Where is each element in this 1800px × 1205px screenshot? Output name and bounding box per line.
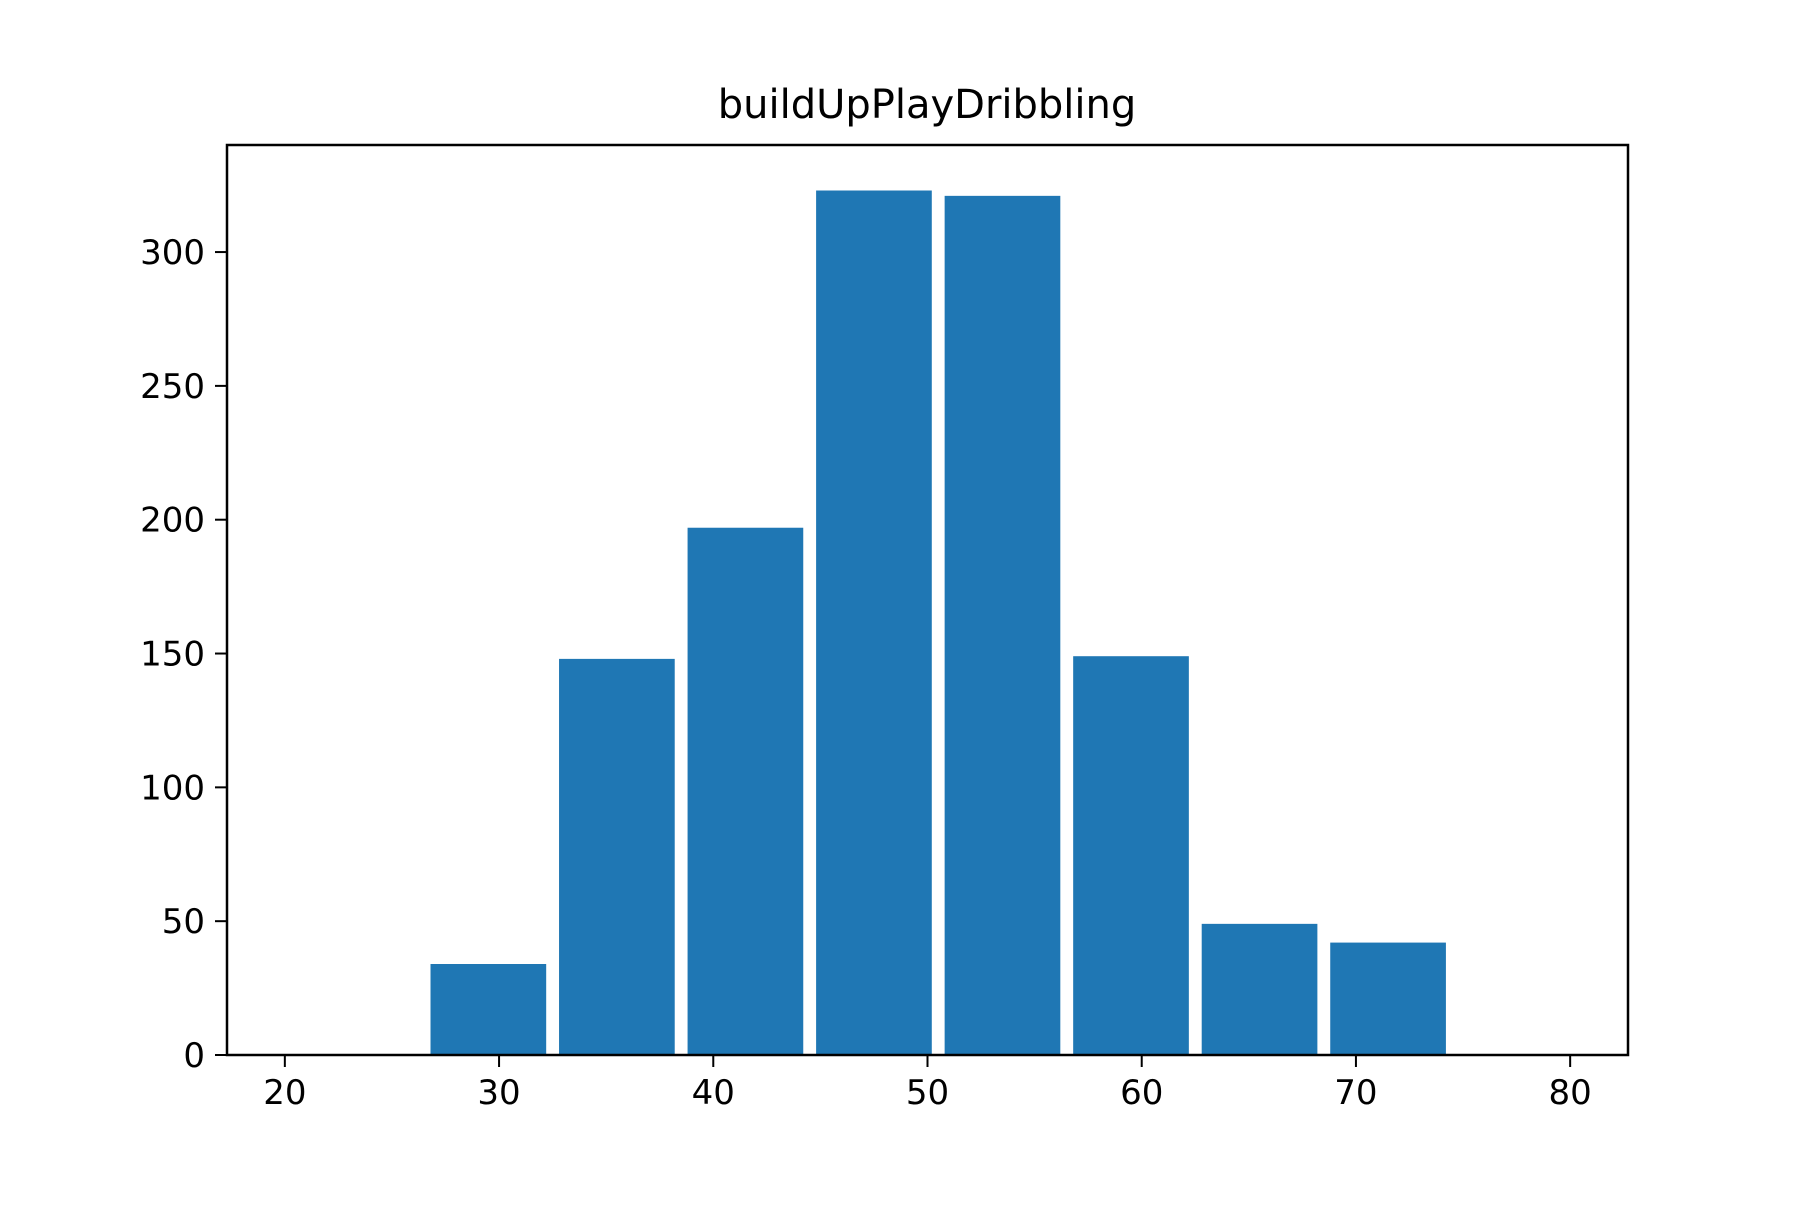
bar-2 [687,527,804,1055]
x-tick-label: 80 [1549,1073,1592,1113]
x-tick-label: 70 [1334,1073,1377,1113]
bar-1 [559,658,675,1055]
bars-group [430,190,1446,1056]
x-tick-label: 30 [477,1073,520,1113]
y-tick-label: 100 [140,768,205,808]
bar-3 [816,190,932,1055]
x-axis: 20 30 40 50 60 70 80 [263,1055,1592,1113]
x-tick-label: 50 [906,1073,949,1113]
bar-4 [944,195,1061,1056]
bar-0 [430,964,547,1055]
y-tick-label: 50 [162,902,205,942]
y-tick-label: 150 [140,635,205,675]
bar-6 [1201,923,1318,1055]
y-axis: 0 50 100 150 200 250 300 [140,233,227,1076]
y-tick-label: 0 [183,1036,205,1076]
y-tick-label: 300 [140,233,205,273]
x-tick-label: 20 [263,1073,306,1113]
plot-frame [225,143,1630,1057]
y-tick-label: 250 [140,367,205,407]
bar-7 [1330,942,1446,1055]
x-tick-label: 40 [692,1073,735,1113]
bar-5 [1073,656,1189,1055]
y-tick-label: 200 [140,501,205,541]
chart-title: buildUpPlayDribbling [718,82,1137,128]
x-tick-label: 60 [1120,1073,1163,1113]
